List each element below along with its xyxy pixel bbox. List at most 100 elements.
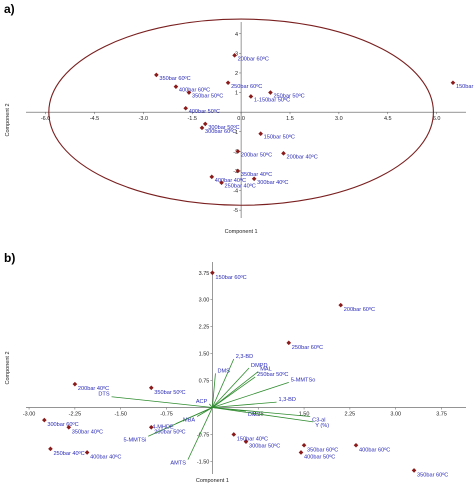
vector-label: MBA (183, 418, 195, 424)
y-tick-label: 0.75 (199, 379, 210, 385)
data-point (235, 168, 241, 174)
vector-label: 1,3-BD (279, 397, 296, 403)
x-tick-label: 0.0 (237, 116, 245, 122)
data-point (186, 90, 192, 95)
vector-label: 2,3-BD (236, 354, 253, 360)
loading-vector (212, 367, 250, 408)
confidence-ellipse (48, 18, 434, 206)
data-point (48, 446, 53, 452)
y-tick-label: 1 (235, 91, 238, 97)
point-label: 400bar 50ºC (304, 453, 335, 460)
loading-vector (111, 396, 213, 408)
y-tick-label: -1 (233, 130, 238, 136)
point-label: 400bar 60ºC (179, 87, 210, 94)
panel-b-label: b) (4, 251, 15, 265)
y-tick-label: 2.25 (199, 325, 210, 331)
data-point (232, 53, 237, 58)
data-point (301, 442, 307, 448)
y-tick-label: -0.75 (197, 432, 210, 438)
data-point (281, 151, 286, 156)
x-tick-label: 3.00 (390, 412, 401, 418)
y-tick-label: 2 (235, 71, 238, 77)
point-label: 150bar 60ºC (215, 274, 246, 281)
vector-label: 5-MMTSo (291, 377, 316, 383)
data-point (202, 121, 208, 127)
y-tick-label: 3.00 (199, 298, 210, 304)
loading-vector (212, 401, 277, 408)
point-label: 350bar 50ºC (154, 389, 185, 396)
point-label: 350bar 60ºC (307, 446, 338, 453)
data-point (298, 450, 304, 455)
data-point (251, 176, 257, 182)
loading-vector (212, 381, 289, 408)
data-point (268, 90, 273, 95)
data-point (353, 442, 359, 448)
point-label: 200bar 40ºC (78, 385, 109, 392)
data-point (411, 468, 417, 473)
x-tick-label: -6.0 (41, 116, 50, 122)
panel-b-biplot: b) -3.00 -2.25 -1.50 -0.75 0.75 1.50 2.25 3.00 3… (4, 251, 466, 484)
x-tick-label: 1.50 (299, 412, 310, 418)
y-tick-label: 3.75 (199, 271, 210, 277)
y-tick-label: 1.50 (199, 352, 210, 358)
y-tick-label: -1.50 (197, 459, 210, 465)
x-tick-label: -4.5 (90, 116, 99, 122)
point-label: 300bar 50ºC (208, 124, 239, 131)
data-point (154, 72, 159, 78)
vector-label: 4-MHDE (152, 425, 174, 431)
point-label: 250bar 40ºC (53, 450, 84, 457)
point-label: 350bar 60ºC (159, 75, 190, 82)
data-point (84, 450, 90, 455)
data-point (231, 432, 237, 437)
x-tick-label: 0.75 (253, 412, 264, 418)
data-point (286, 340, 292, 346)
point-label: 350bar 60ºC (417, 471, 448, 478)
panel-a-axes: -6.0 -4.5 -3.0 -1.5 0.0 1.5 3.0 4.5 6.0 4 3 2 1 -1 -2 -… (26, 22, 466, 218)
point-label: 250bar 60ºC (231, 83, 262, 90)
point-label: 300bar 60ºC (47, 421, 78, 428)
data-point (338, 302, 344, 308)
loading-vector (211, 373, 216, 408)
x-tick-label: 4.5 (384, 116, 392, 122)
panel-a-x-axis-title: Component 1 (225, 229, 258, 235)
loading-vector (212, 376, 256, 408)
point-label: 200bar 50ºC (154, 428, 185, 435)
vector-label: AMTS (170, 461, 186, 467)
data-point (148, 424, 154, 430)
point-label: 200bar 40ºC (286, 153, 317, 160)
point-label: 200bar 50ºC (241, 151, 272, 158)
x-tick-label: 3.0 (335, 116, 343, 122)
vector-label: MAL (260, 367, 272, 373)
loading-vector (212, 407, 311, 417)
loading-vector (212, 407, 314, 423)
vector-label: Y (%) (315, 423, 329, 429)
vector-label: 250bar 50ºC (257, 371, 288, 378)
point-label: 200bar 60ºC (238, 55, 269, 62)
point-label: 350bar 50ºC (192, 93, 223, 100)
y-tick-label: -5 (233, 208, 238, 214)
point-label: 300bar 50ºC (249, 443, 280, 450)
data-point (450, 80, 456, 86)
point-label: 1-150bar 50ºC (254, 96, 290, 103)
data-point (66, 424, 72, 430)
loading-vector (212, 371, 259, 408)
data-point (225, 80, 231, 86)
vector-label: 5-MMTSi (124, 437, 147, 443)
loading-vector (209, 403, 213, 408)
panel-a-score-plot: a) -6.0 -4.5 -3.0 -1.5 0.0 1.5 3.0 4.5 6.04321-1… (4, 2, 474, 235)
data-point (148, 385, 154, 391)
data-point (173, 84, 179, 89)
data-point (235, 149, 241, 154)
point-label: 250bar 50ºC (273, 93, 304, 100)
data-point (72, 381, 78, 387)
vector-label: DTS (98, 392, 109, 398)
x-tick-label: -3.00 (23, 412, 36, 418)
point-label: 150bar 50ºC (264, 134, 295, 141)
point-label: 350bar 40ºC (241, 171, 272, 178)
panel-a-label: a) (4, 2, 15, 16)
vector-label: C3-al (312, 418, 325, 424)
data-point (42, 417, 47, 423)
loading-vector (212, 358, 235, 408)
data-point (243, 439, 249, 444)
